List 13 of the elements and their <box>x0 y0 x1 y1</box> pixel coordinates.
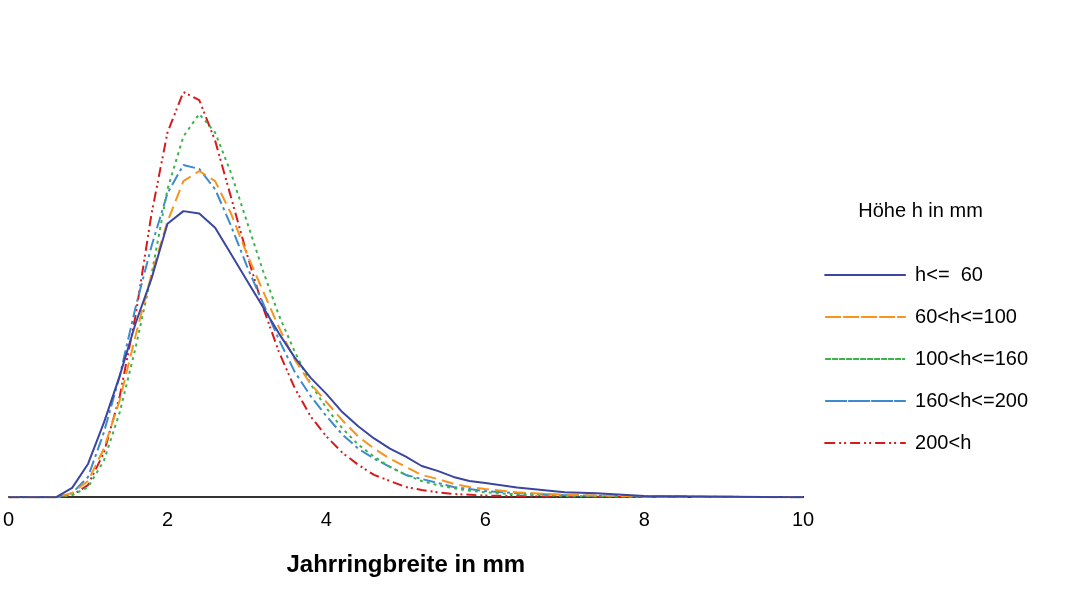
x-tick-label: 0 <box>3 507 15 530</box>
legend-label: 200<h <box>915 430 972 453</box>
x-tick-label: 8 <box>638 507 650 530</box>
legend-label: h<= 60 <box>915 262 983 285</box>
legend-label: 160<h<=200 <box>915 388 1029 411</box>
legend-label: 60<h<=100 <box>915 304 1017 327</box>
x-tick-label: 10 <box>791 507 815 530</box>
x-tick-label: 6 <box>479 507 491 530</box>
x-tick-label: 4 <box>320 507 332 530</box>
legend-title: Höhe h in mm <box>858 198 983 221</box>
x-axis-title: Jahrringbreite in mm <box>286 550 526 578</box>
x-tick-label: 2 <box>161 507 174 530</box>
legend-label: 100<h<=160 <box>915 346 1029 369</box>
